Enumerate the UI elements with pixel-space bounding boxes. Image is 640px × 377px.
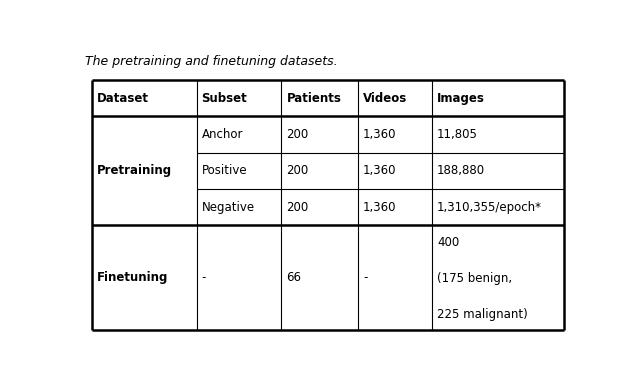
Text: Images: Images [437,92,485,105]
Text: Positive: Positive [202,164,247,178]
Text: 66: 66 [286,271,301,284]
Text: 200: 200 [286,164,308,178]
Text: -: - [363,271,367,284]
Text: The pretraining and finetuning datasets.: The pretraining and finetuning datasets. [85,55,337,68]
Text: 1,360: 1,360 [363,201,397,214]
Text: 11,805: 11,805 [437,128,478,141]
Text: Dataset: Dataset [97,92,149,105]
Text: Subset: Subset [202,92,247,105]
Text: -: - [202,271,206,284]
Text: Patients: Patients [286,92,341,105]
Text: Pretraining: Pretraining [97,164,173,178]
Text: Negative: Negative [202,201,255,214]
Text: 1,360: 1,360 [363,164,397,178]
Text: 188,880: 188,880 [437,164,485,178]
Text: 1,360: 1,360 [363,128,397,141]
Text: 400

(175 benign,

225 malignant): 400 (175 benign, 225 malignant) [437,236,528,321]
Text: Anchor: Anchor [202,128,243,141]
Text: 200: 200 [286,128,308,141]
Text: 1,310,355/epoch*: 1,310,355/epoch* [437,201,542,214]
Text: Finetuning: Finetuning [97,271,169,284]
Text: Videos: Videos [363,92,407,105]
Text: 200: 200 [286,201,308,214]
